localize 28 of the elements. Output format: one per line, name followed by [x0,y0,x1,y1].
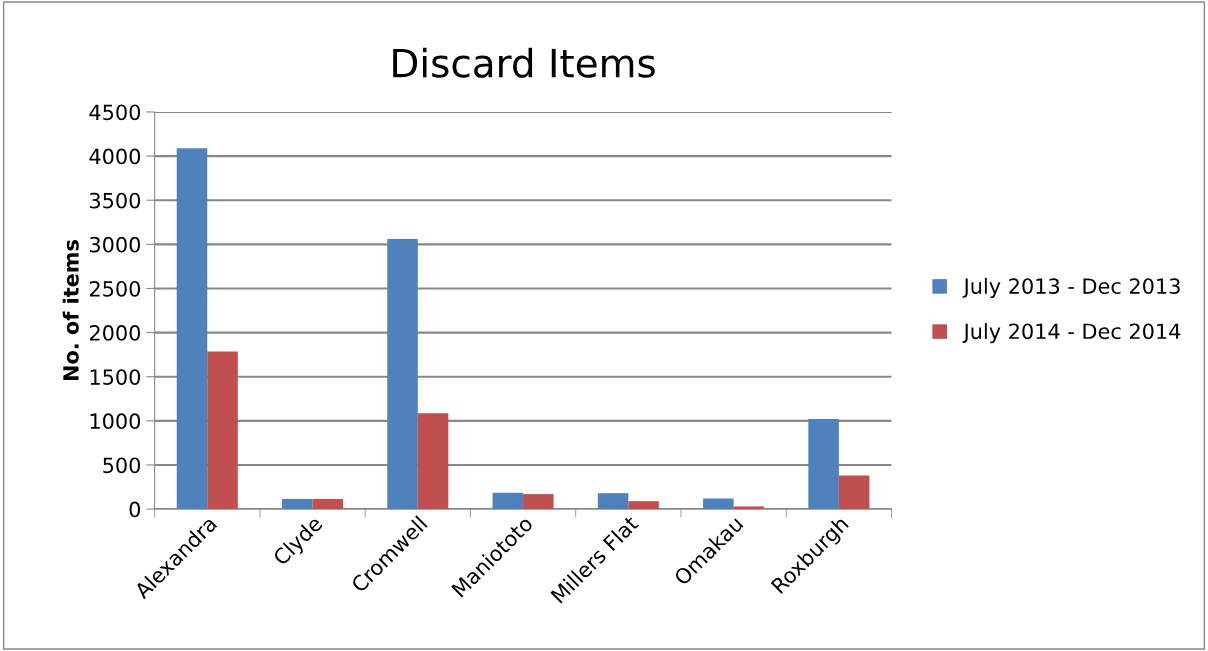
bar [282,498,313,510]
legend-label: July 2014 - Dec 2014 [962,323,1181,344]
bar [628,501,659,510]
y-tick-label: 3000 [90,236,141,253]
bar [733,506,765,510]
bar [387,239,418,510]
bar [312,498,344,510]
y-tick-label: 2000 [89,325,141,341]
y-tick-label: 2500 [89,280,141,297]
y-tick-label: 500 [103,457,141,474]
bar [703,498,734,510]
y-axis-title: No. of items [62,240,79,381]
bar [838,475,870,510]
y-tick-label: 4000 [89,148,141,165]
legend-label: July 2013 - Dec 2013 [962,277,1180,299]
y-tick-label: 3500 [90,192,141,209]
bar [492,492,524,510]
bar [417,413,449,510]
y-tick-label: 0 [129,501,141,518]
bar [597,493,629,510]
y-tick-label: 1500 [90,369,141,385]
chart-title: Discard Items [393,47,655,78]
bar [207,351,238,510]
y-tick-label: 4500 [89,104,141,121]
bar [808,419,839,510]
bar [176,148,208,510]
y-tick-label: 1000 [90,413,141,430]
bar [523,494,554,510]
